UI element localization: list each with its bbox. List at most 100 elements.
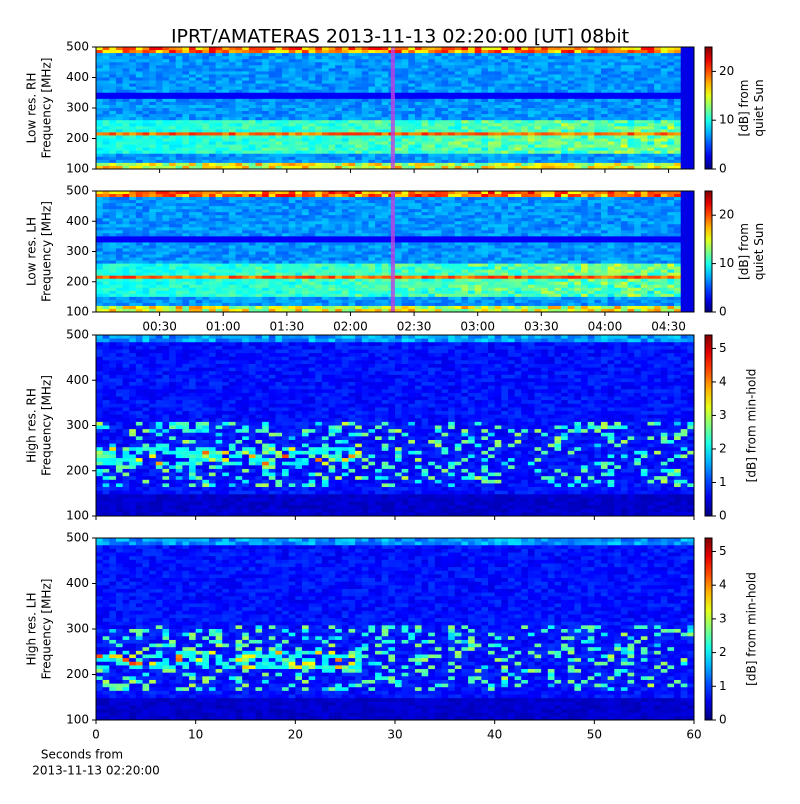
spectrogram-cell [501,50,508,53]
spectrogram-cell [561,142,568,145]
spectrogram-cell [554,148,561,151]
spectrogram-cell [275,93,282,96]
spectrogram-cell [136,197,143,200]
spectrogram-cell [528,111,535,114]
spectrogram-cell [667,221,674,224]
spectrogram-cell [628,194,635,197]
spectrogram-cell [262,215,269,218]
spectrogram-cell [501,114,508,117]
spectrogram-cell [588,206,595,209]
spectrogram-cell [156,151,163,154]
spectrogram-cell [149,114,156,117]
spectrogram-cell [535,96,542,99]
spectrogram-cell [355,163,362,166]
spectrogram-cell [554,200,561,203]
spectrogram-cell [216,151,223,154]
spectrogram-cell [189,230,196,233]
spectrogram-cell [501,90,508,93]
spectrogram-cell [535,227,542,230]
spectrogram-cell [461,126,468,129]
spectrogram-cell [548,206,555,209]
spectrogram-cell [182,209,189,212]
spectrogram-cell [189,194,196,197]
spectrogram-cell [442,53,449,56]
spectrogram-cell [468,151,475,154]
spectrogram-cell [634,135,641,138]
spectrogram-cell [535,197,542,200]
spectrogram-cell [435,233,442,236]
spectrogram-cell [269,74,276,77]
spectrogram-cell [541,212,548,215]
spectrogram-cell [535,108,542,111]
spectrogram-cell [315,194,322,197]
spectrogram-cell [428,84,435,87]
spectrogram-cell [415,145,422,148]
spectrogram-cell [236,78,243,81]
spectrogram-cell [634,105,641,108]
spectrogram-cell [455,191,462,194]
spectrogram-cell [442,90,449,93]
spectrogram-cell [96,117,103,120]
spectrogram-cell [182,59,189,62]
spectrogram-cell [561,62,568,65]
spectrogram-cell [116,135,123,138]
spectrogram-cell [481,129,488,132]
spectrogram-cell [103,135,110,138]
spectrogram-cell [129,78,136,81]
spectrogram-cell [422,114,429,117]
spectrogram-cell [488,194,495,197]
spectrogram-cell [123,221,130,224]
spectrogram-cell [448,142,455,145]
spectrogram-cell [196,227,203,230]
spectrogram-cell [362,120,369,123]
spectrogram-cell [143,224,150,227]
spectrogram-cell [282,87,289,90]
spectrogram-cell [581,227,588,230]
spectrogram-cell [588,135,595,138]
spectrogram-cell [488,218,495,221]
spectrogram-cell [322,87,329,90]
spectrogram-cell [481,215,488,218]
spectrogram-cell [136,230,143,233]
spectrogram-cell [368,59,375,62]
spectrogram-cell [302,132,309,135]
spectrogram-cell [216,221,223,224]
spectrogram-cell [236,191,243,194]
spectrogram-cell [661,203,668,206]
spectrogram-cell [109,105,116,108]
spectrogram-cell [614,62,621,65]
spectrogram-cell [262,111,269,114]
spectrogram-cell [674,203,681,206]
spectrogram-cell [209,194,216,197]
spectrogram-cell [176,160,183,163]
spectrogram-cell [568,53,575,56]
spectrogram-cell [375,126,382,129]
spectrogram-cell [375,90,382,93]
spectrogram-cell [495,71,502,74]
spectrogram-cell [262,218,269,221]
spectrogram-cell [355,160,362,163]
spectrogram-cell [335,108,342,111]
spectrogram-cell [488,90,495,93]
spectrogram-cell [176,105,183,108]
spectrogram-cell [129,200,136,203]
spectrogram-cell [528,117,535,120]
spectrogram-cell [335,71,342,74]
spectrogram-cell [162,233,169,236]
spectrogram-cell [282,105,289,108]
spectrogram-cell [103,87,110,90]
spectrogram-cell [262,105,269,108]
spectrogram-cell [535,59,542,62]
spectrogram-cell [169,108,176,111]
spectrogram-cell [96,47,103,50]
spectrogram-cell [574,53,581,56]
spectrogram-cell [654,209,661,212]
spectrogram-cell [202,117,209,120]
spectrogram-cell [229,99,236,102]
spectrogram-cell [554,65,561,68]
spectrogram-cell [415,65,422,68]
spectrogram-cell [475,215,482,218]
spectrogram-cell [309,81,316,84]
spectrogram-cell [628,139,635,142]
spectrogram-cell [641,154,648,157]
